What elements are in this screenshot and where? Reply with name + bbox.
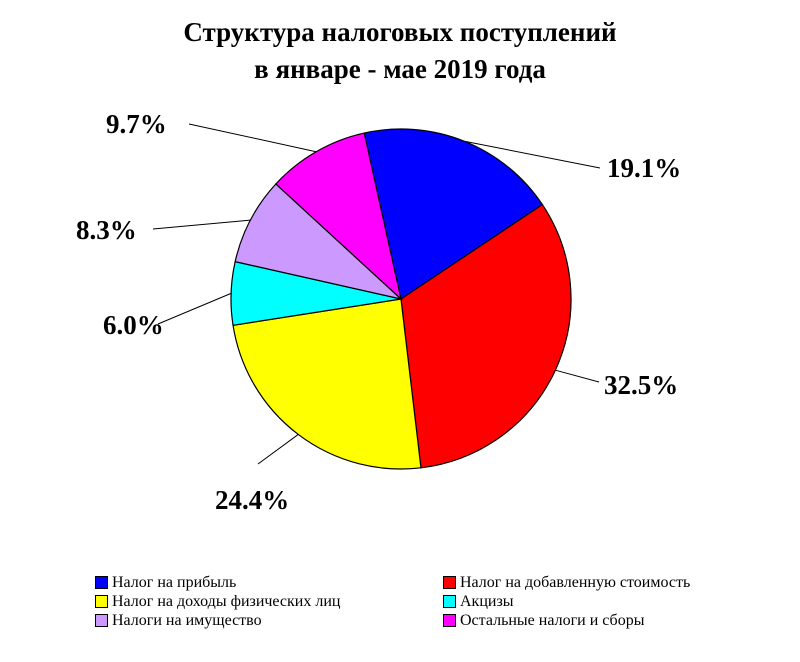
legend-label: Налог на доходы физических лиц [112, 593, 341, 610]
data-label: 19.1% [607, 153, 681, 183]
leader-line [555, 369, 600, 383]
legend-item: Налог на прибыль [95, 574, 236, 592]
legend-item: Налоги на имущество [95, 612, 262, 630]
pie-chart: 19.1% 32.5% 24.4% 6.0% 8.3% 9.7% [76, 109, 681, 515]
data-label: 6.0% [103, 310, 164, 340]
legend-swatch [443, 575, 456, 589]
pie-slice [232, 298, 422, 470]
legend-swatch [443, 594, 456, 608]
legend-label: Налоги на имущество [112, 612, 262, 629]
legend-label: Налог на прибыль [112, 574, 237, 591]
legend-item: Остальные налоги и сборы [443, 612, 644, 630]
legend-item: Налог на добавленную стоимость [443, 574, 690, 592]
legend-label: Налог на добавленную стоимость [460, 574, 691, 591]
legend-swatch [443, 613, 456, 627]
leader-line [157, 292, 232, 325]
leader-line [188, 123, 317, 153]
leader-line [257, 434, 299, 465]
pie-slice [363, 128, 544, 300]
legend-item: Налог на доходы физических лиц [95, 593, 340, 611]
legend-item: Акцизы [443, 593, 514, 611]
leader-line [464, 140, 601, 169]
data-label: 32.5% [604, 370, 678, 400]
data-label: 8.3% [76, 215, 137, 245]
legend-swatch [95, 594, 108, 608]
pie-slice [400, 203, 572, 469]
data-label: 24.4% [215, 485, 289, 515]
chart-title-line1: Структура налоговых поступлений [183, 17, 617, 47]
legend-swatch [95, 575, 108, 589]
legend-label: Акцизы [460, 593, 514, 610]
legend-swatch [95, 613, 108, 627]
pie-slice [234, 183, 404, 301]
data-label: 9.7% [106, 109, 167, 139]
legend-label: Остальные налоги и сборы [460, 612, 645, 629]
chart-title-line2: в январе - мае 2019 года [254, 54, 546, 84]
leader-line [152, 219, 251, 230]
